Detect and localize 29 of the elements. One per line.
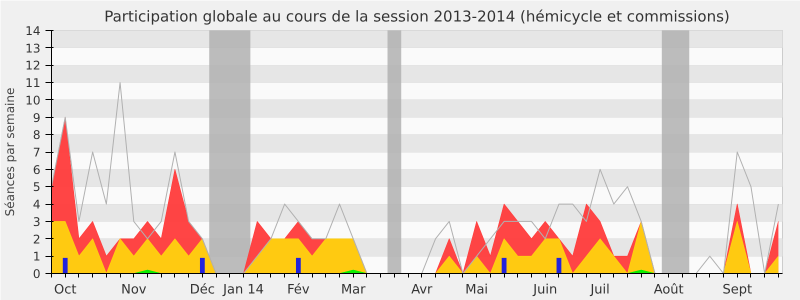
y-tick-label: 2 [32, 232, 41, 246]
chart-title: Participation globale au cours de la session 2013-2014 (hémicycle et commissions) [104, 8, 730, 26]
x-tick-label: Déc [190, 282, 215, 298]
y-tick-label: 1 [32, 250, 41, 264]
y-axis-title: Séances par semaine [3, 88, 18, 216]
y-tick-label: 8 [32, 128, 41, 142]
y-tick-label: 13 [25, 41, 41, 56]
y-tick-label: 0 [32, 267, 41, 281]
x-tick-label: Juin [532, 282, 558, 298]
y-tick-label: 9 [32, 110, 41, 125]
y-tick-label: 6 [32, 162, 41, 177]
x-tick-label: Sept [722, 282, 752, 298]
x-tick-label: Fév [287, 282, 310, 298]
y-tick-label: 12 [25, 58, 41, 73]
y-tick-label: 7 [32, 146, 41, 160]
x-tick-label: Jan 14 [222, 282, 264, 298]
y-tick-label: 14 [25, 24, 41, 38]
x-tick-label: Juil [589, 282, 610, 298]
y-tick-label: 5 [32, 180, 41, 194]
y-tick-label: 4 [32, 198, 41, 212]
x-tick-label: Mar [340, 282, 366, 298]
y-tick-label: 10 [25, 93, 41, 108]
x-tick-label: Nov [121, 282, 147, 298]
x-tick-label: Août [654, 282, 684, 298]
y-tick-label: 3 [32, 214, 41, 229]
x-tick-label: Avr [411, 282, 434, 298]
x-tick-label: Oct [54, 282, 76, 298]
x-tick-label: Mai [465, 282, 488, 298]
y-tick-label: 11 [25, 76, 41, 90]
